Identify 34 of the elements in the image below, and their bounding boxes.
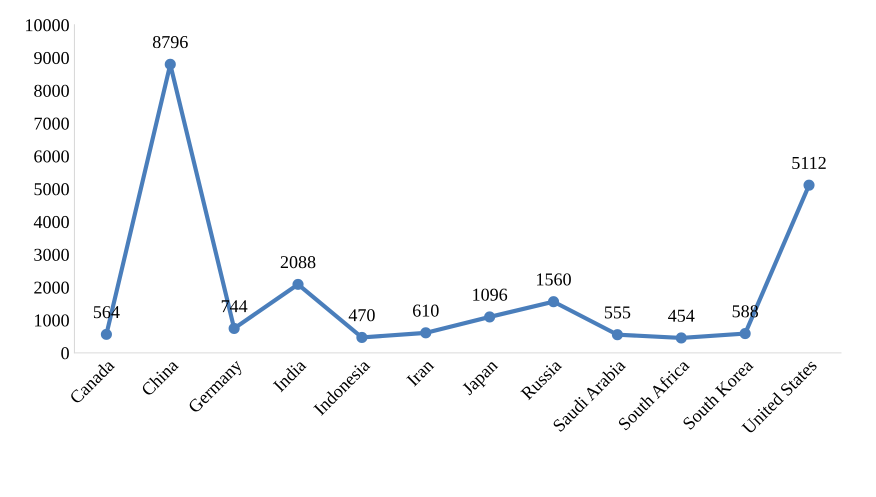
data-label: 555 — [604, 306, 630, 318]
data-label: 1560 — [537, 273, 571, 286]
point — [420, 327, 432, 338]
y-tick-label: 10000 — [26, 19, 69, 32]
y-tick-label: 3000 — [34, 248, 69, 261]
data-label: 470 — [348, 309, 375, 322]
data-label: 5112 — [792, 156, 826, 170]
x-tick-label: Iran — [406, 358, 435, 387]
y-tick-label: 2000 — [34, 282, 69, 294]
point — [803, 180, 815, 191]
point — [484, 311, 496, 322]
data-label: 1096 — [473, 288, 508, 301]
data-label: 610 — [413, 304, 439, 317]
point — [548, 296, 560, 308]
y-tick-label: 0 — [61, 347, 69, 360]
data-label: 2088 — [280, 256, 316, 268]
y-tick-label: 6000 — [34, 150, 69, 162]
y-tick-label: 8000 — [34, 84, 69, 97]
point — [164, 58, 176, 70]
point — [228, 322, 240, 334]
point — [612, 329, 623, 340]
data-label: 8796 — [152, 36, 188, 48]
y-tick-label: 7000 — [34, 118, 69, 130]
point — [740, 328, 751, 340]
data-label: 454 — [668, 310, 695, 322]
y-tick-label: 9000 — [34, 52, 69, 64]
y-tick-label: 1000 — [35, 314, 69, 327]
y-tick-label: 4000 — [34, 216, 69, 228]
x-tick-label: India — [272, 358, 307, 392]
point — [100, 328, 112, 340]
point — [356, 332, 368, 344]
point — [292, 278, 304, 290]
point — [676, 332, 687, 344]
y-tick-label: 5000 — [34, 183, 69, 196]
